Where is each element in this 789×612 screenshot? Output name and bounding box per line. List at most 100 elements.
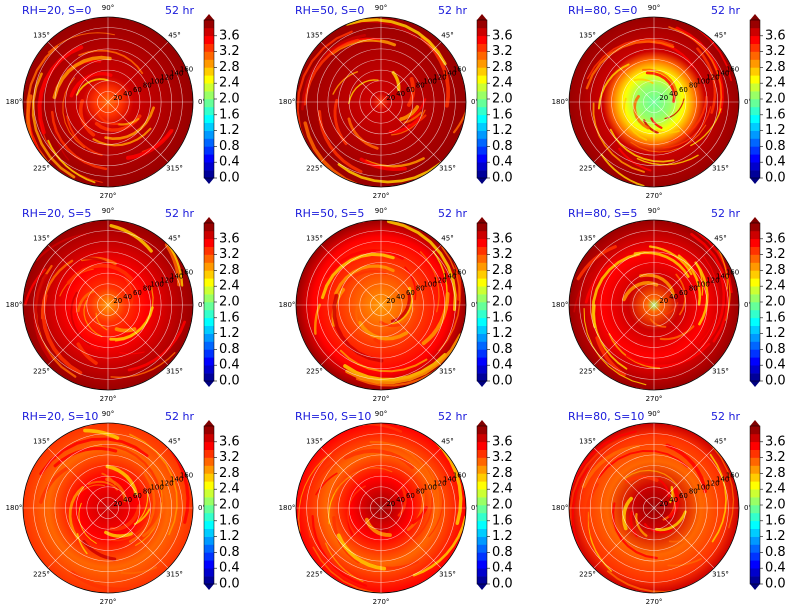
angle-label: 135° (306, 32, 323, 40)
contour-filament (68, 486, 85, 539)
colorbar-segment (204, 449, 214, 458)
radial-tick-label: 140 (170, 273, 183, 281)
colorbar-segment (750, 457, 760, 466)
colorbar-segment (204, 35, 214, 44)
panel-time: 52 hr (165, 4, 194, 17)
polar-outline (568, 219, 740, 391)
grid-spoke (47, 507, 109, 569)
contour-filament (668, 95, 708, 143)
contour-filament (675, 273, 687, 316)
colorbar-extend-min (204, 178, 214, 184)
radial-tick-label: 100 (150, 281, 163, 289)
radial-tick-label: 20 (659, 500, 668, 508)
contour-filament (420, 251, 440, 313)
contour-filament (142, 505, 165, 538)
contour-filament (648, 245, 693, 276)
radial-tick-label: 100 (696, 484, 709, 492)
colorbar-tick-label: 0.0 (219, 171, 240, 186)
contour-filament (53, 446, 118, 468)
contour-filament (303, 121, 390, 187)
colorbar-segment (750, 373, 760, 382)
contour-filament (373, 337, 401, 349)
colorbar-segment (204, 317, 214, 326)
radial-tick-label: 140 (716, 476, 729, 484)
angle-label: 45° (441, 32, 453, 40)
colorbar-segment (204, 349, 214, 358)
radial-tick-label: 60 (679, 492, 688, 500)
angle-label: 45° (168, 235, 180, 243)
colorbar-segment (204, 373, 214, 382)
colorbar-tick-label: 3.6 (219, 434, 240, 449)
contour-filament (665, 443, 707, 494)
colorbar: 0.00.40.81.21.62.02.42.83.23.6 (749, 420, 786, 592)
angle-label: 0° (198, 504, 206, 512)
contour-filament (83, 300, 103, 338)
contour-filament (70, 570, 131, 592)
colorbar-tick-label: 2.0 (765, 295, 786, 310)
colorbar-segment (750, 317, 760, 326)
colorbar-tick-label: 1.2 (492, 529, 513, 544)
colorbar-segment (750, 138, 760, 147)
colorbar-segment (477, 130, 487, 139)
contour-filament (411, 506, 428, 525)
contour-filament (597, 63, 630, 110)
angle-label: 180° (279, 504, 296, 512)
colorbar-segment (204, 365, 214, 374)
angle-label: 90° (102, 207, 114, 215)
colorbar-segment (204, 83, 214, 92)
grid-spoke (593, 244, 655, 306)
radial-tick-label: 80 (416, 285, 425, 293)
colorbar-segment (750, 294, 760, 303)
contour-filament (388, 116, 421, 134)
radial-tick-label: 80 (416, 488, 425, 496)
contour-filament (296, 30, 353, 147)
panel-time: 52 hr (438, 4, 467, 17)
angle-label: 0° (198, 301, 206, 309)
colorbar-tick-label: 1.6 (492, 310, 513, 325)
angle-label: 45° (714, 32, 726, 40)
angle-label: 180° (552, 301, 569, 309)
colorbar-segment (750, 99, 760, 108)
grid-spoke (107, 101, 169, 163)
colorbar-extend-min (750, 178, 760, 184)
colorbar-tick-label: 1.6 (765, 513, 786, 528)
colorbar-tick-label: 0.4 (492, 155, 513, 170)
radial-tick-label: 100 (696, 281, 709, 289)
contour-filament (53, 127, 70, 161)
contour-filament (66, 263, 133, 285)
radial-tick-label: 100 (150, 484, 163, 492)
angle-label: 270° (646, 192, 663, 200)
colorbar-segment (750, 238, 760, 247)
contour-filament (107, 517, 150, 542)
angle-label: 180° (279, 301, 296, 309)
contour-filament (583, 307, 647, 386)
contour-filament (104, 530, 133, 538)
colorbar-segment (750, 246, 760, 255)
colorbar-segment (204, 309, 214, 319)
radial-tick-label: 20 (386, 94, 395, 102)
grid-spoke (320, 304, 382, 366)
grid-spoke (107, 447, 169, 509)
contour-filament (101, 443, 162, 503)
colorbar-tick-label: 3.2 (492, 247, 513, 262)
colorbar-tick-label: 1.2 (219, 529, 240, 544)
colorbar-segment (477, 122, 487, 131)
colorbar-tick-label: 1.6 (765, 107, 786, 122)
contour-filament (76, 342, 98, 365)
contour-filament (337, 162, 442, 184)
angle-label: 90° (375, 207, 387, 215)
colorbar-tick-label: 2.4 (219, 482, 240, 497)
colorbar-tick-label: 0.0 (492, 374, 513, 389)
colorbar-tick-label: 3.2 (492, 450, 513, 465)
radial-tick-label: 120 (433, 480, 446, 488)
grid-spoke (380, 447, 442, 509)
colorbar-tick-label: 3.6 (765, 434, 786, 449)
radial-tick-label: 60 (406, 86, 415, 94)
contour-filament (423, 462, 440, 539)
colorbar-segment (204, 262, 214, 271)
panels-group: 20 40608010012014016090°45°0°315°270°225°… (6, 4, 786, 606)
colorbar-segment (204, 576, 214, 585)
colorbar-tick-label: 1.2 (219, 123, 240, 138)
colorbar-extend-min (204, 381, 214, 387)
contour-filament (668, 487, 680, 518)
